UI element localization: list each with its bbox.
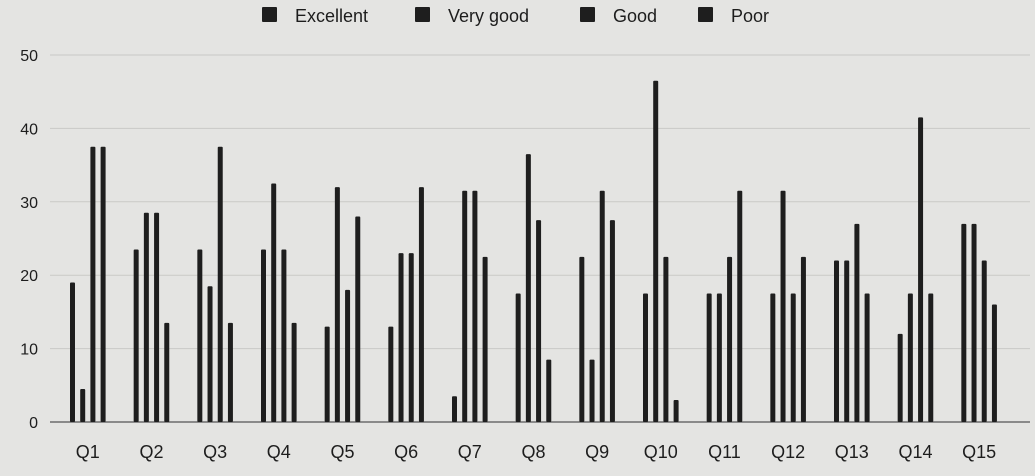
- legend: Excellent Very good Good Poor: [262, 6, 769, 26]
- bar-q3-very-good: [207, 286, 213, 422]
- bar-q14-good: [918, 117, 924, 422]
- bar-q9-very-good: [589, 359, 595, 422]
- bar-q12-good: [790, 293, 796, 422]
- bar-q9-excellent: [579, 256, 585, 422]
- bar-q11-excellent: [706, 293, 712, 422]
- bar-q10-very-good: [653, 80, 659, 422]
- bar-q9-good: [599, 190, 605, 422]
- bar-q5-poor: [355, 216, 361, 422]
- x-tick-label: Q12: [771, 442, 805, 462]
- bar-q10-good: [663, 256, 669, 422]
- bar-q10-poor: [673, 399, 679, 422]
- y-tick-label: 20: [20, 268, 38, 285]
- legend-label-poor: Poor: [731, 6, 769, 26]
- legend-swatch-very-good: [415, 7, 430, 22]
- bar-q10-excellent: [643, 293, 648, 422]
- bar-q8-good: [536, 220, 542, 422]
- bar-q12-poor: [800, 256, 806, 422]
- bar-q15-poor: [991, 304, 997, 422]
- x-tick-label: Q13: [835, 442, 869, 462]
- bar-q12-excellent: [770, 293, 776, 422]
- x-tick-label: Q4: [267, 442, 291, 462]
- bar-q2-excellent: [133, 249, 139, 422]
- legend-swatch-excellent: [262, 7, 277, 22]
- bar-q13-excellent: [834, 260, 839, 422]
- y-tick-label: 40: [20, 121, 38, 138]
- x-tick-label: Q6: [394, 442, 418, 462]
- y-tick-label: 10: [20, 342, 38, 359]
- bar-q5-very-good: [334, 187, 340, 422]
- x-tick-label: Q11: [708, 442, 741, 462]
- bar-q4-very-good: [271, 183, 277, 422]
- bar-q5-good: [345, 289, 351, 422]
- bar-q5-excellent: [324, 326, 330, 422]
- legend-swatch-poor: [698, 7, 713, 22]
- bar-q8-very-good: [525, 154, 531, 422]
- y-tick-label: 0: [29, 415, 38, 432]
- bar-q3-excellent: [197, 249, 203, 422]
- bar-q3-poor: [227, 322, 233, 422]
- x-tick-label: Q8: [521, 442, 545, 462]
- y-axis: 0 10 20 30 40 50: [20, 48, 38, 432]
- bar-q4-excellent: [261, 249, 266, 422]
- bar-q1-excellent: [70, 282, 75, 422]
- bar-q13-very-good: [844, 260, 850, 422]
- bar-q7-poor: [482, 256, 488, 422]
- bar-q13-poor: [864, 293, 870, 422]
- bar-q14-poor: [928, 293, 934, 422]
- bar-q4-good: [281, 249, 287, 422]
- bar-q3-good: [217, 146, 223, 422]
- x-tick-label: Q1: [76, 442, 100, 462]
- legend-label-very-good: Very good: [448, 6, 529, 26]
- y-tick-label: 30: [20, 195, 38, 212]
- bar-q6-excellent: [388, 326, 394, 422]
- y-tick-label: 50: [20, 48, 38, 65]
- bar-q4-poor: [291, 322, 297, 422]
- bar-q14-very-good: [907, 293, 913, 422]
- bar-q6-good: [408, 253, 414, 422]
- bar-q13-good: [854, 223, 860, 422]
- bars: [70, 80, 997, 422]
- x-axis: Q1 Q2 Q3 Q4 Q5 Q6 Q7 Q8 Q9 Q10 Q11 Q12 Q13 Q14 Q15: [76, 442, 996, 462]
- bar-q11-good: [727, 256, 733, 422]
- x-tick-label: Q15: [962, 442, 996, 462]
- bar-q11-very-good: [716, 293, 722, 422]
- bar-q7-good: [472, 190, 478, 422]
- legend-label-good: Good: [613, 6, 657, 26]
- bar-q15-excellent: [961, 223, 967, 422]
- bar-q1-poor: [100, 146, 106, 422]
- x-tick-label: Q3: [203, 442, 227, 462]
- bar-q7-very-good: [462, 190, 468, 422]
- bar-q8-poor: [546, 359, 552, 422]
- bar-q1-very-good: [80, 388, 86, 422]
- bar-q2-poor: [164, 322, 170, 422]
- legend-swatch-good: [580, 7, 595, 22]
- x-tick-label: Q9: [585, 442, 609, 462]
- bar-q2-good: [154, 212, 160, 422]
- bar-q14-excellent: [897, 333, 903, 422]
- bar-q15-good: [981, 260, 987, 422]
- x-tick-label: Q14: [898, 442, 932, 462]
- x-tick-label: Q2: [139, 442, 163, 462]
- bar-q15-very-good: [971, 223, 977, 422]
- bar-q6-very-good: [398, 253, 404, 422]
- legend-label-excellent: Excellent: [295, 6, 368, 26]
- bar-q6-poor: [418, 187, 424, 422]
- bar-q12-very-good: [780, 190, 786, 422]
- x-tick-label: Q10: [644, 442, 678, 462]
- bar-q2-very-good: [143, 212, 149, 422]
- bar-q9-poor: [609, 220, 615, 422]
- bar-q8-excellent: [515, 293, 521, 422]
- x-tick-label: Q5: [330, 442, 354, 462]
- bar-q1-good: [90, 146, 96, 422]
- bar-q11-poor: [737, 190, 743, 422]
- x-tick-label: Q7: [458, 442, 482, 462]
- bar-q7-excellent: [452, 396, 457, 422]
